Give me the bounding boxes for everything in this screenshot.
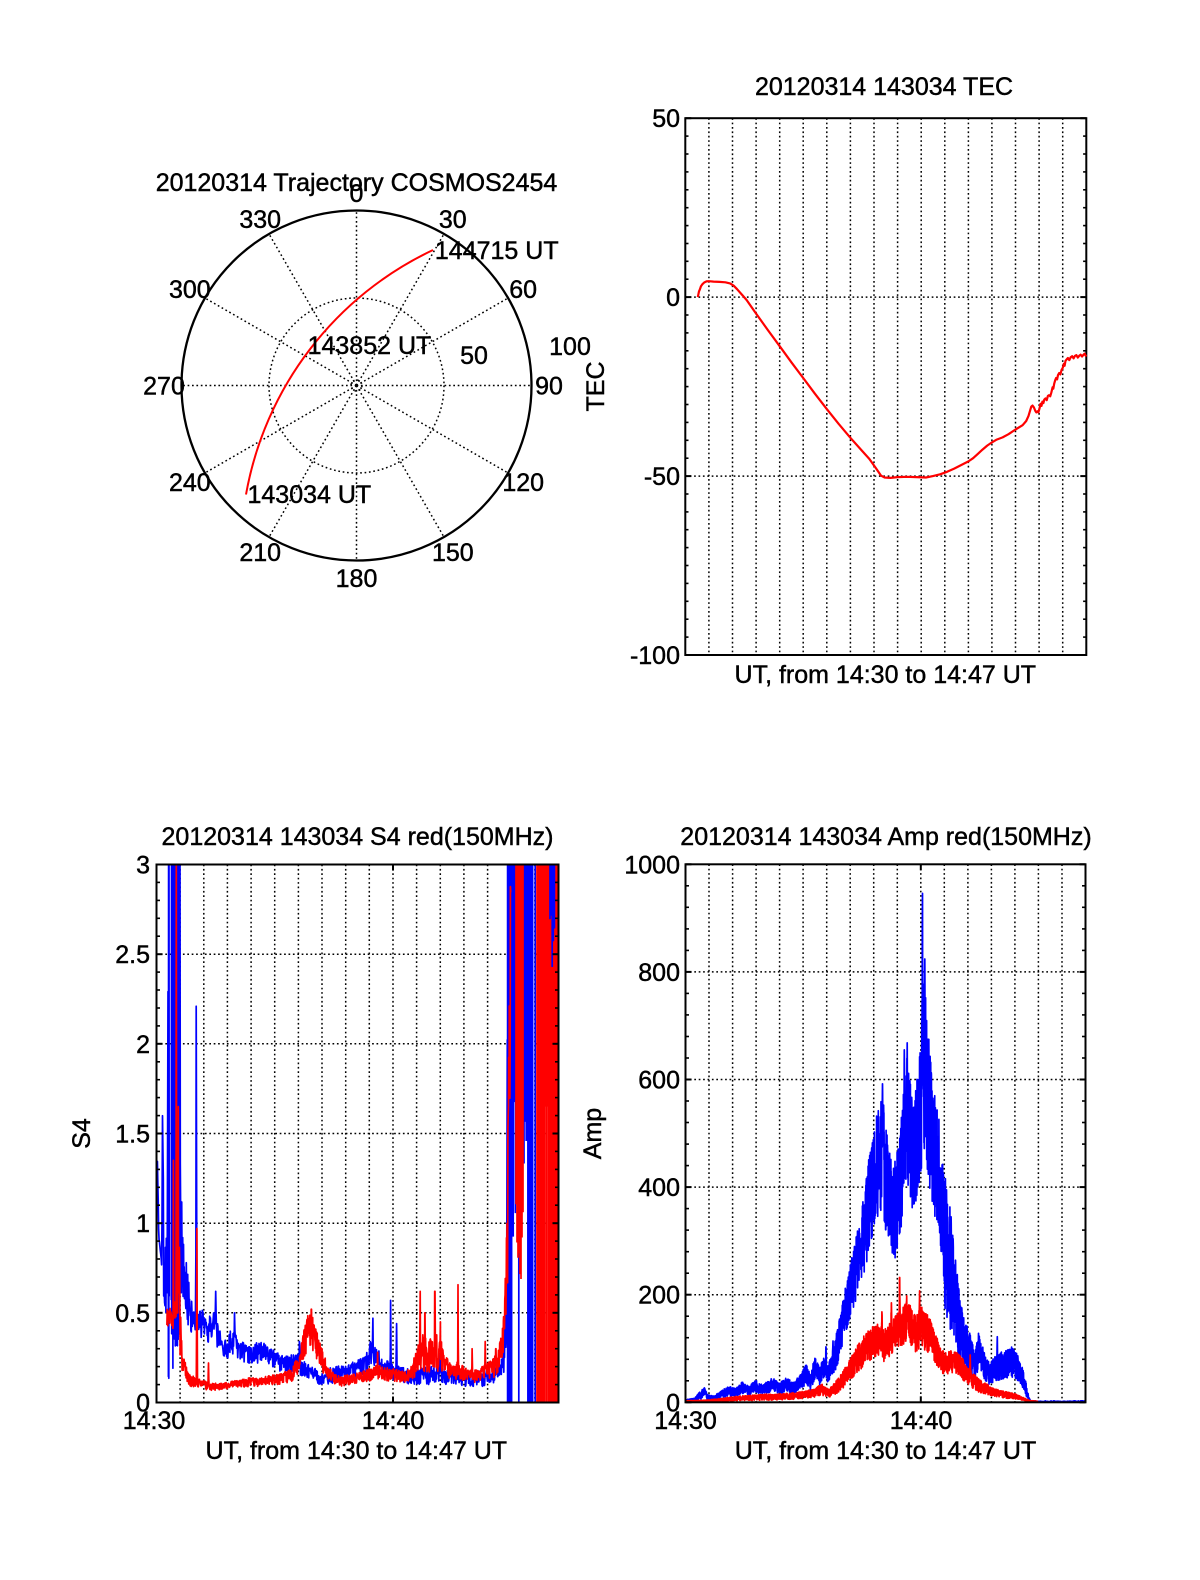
svg-text:14:40: 14:40 [362,1407,425,1435]
svg-text:20120314 143034 Amp red(150MHz: 20120314 143034 Amp red(150MHz) [680,823,1091,851]
svg-text:0: 0 [666,1389,680,1417]
svg-text:100: 100 [549,333,591,361]
svg-text:120: 120 [502,469,544,497]
svg-text:1.5: 1.5 [115,1121,150,1149]
svg-text:20120314 143034 TEC: 20120314 143034 TEC [755,73,1013,101]
svg-text:14:30: 14:30 [654,1407,717,1435]
svg-text:0: 0 [666,284,680,312]
svg-text:800: 800 [638,959,680,987]
svg-text:600: 600 [638,1067,680,1095]
svg-text:210: 210 [239,539,281,567]
svg-text:143034 UT: 143034 UT [248,481,372,509]
svg-text:14:30: 14:30 [123,1407,186,1435]
svg-text:300: 300 [169,276,211,304]
svg-text:240: 240 [169,469,211,497]
svg-text:UT, from 14:30 to 14:47 UT: UT, from 14:30 to 14:47 UT [206,1437,508,1465]
svg-text:0: 0 [136,1390,150,1418]
svg-text:400: 400 [638,1174,680,1202]
svg-text:150: 150 [432,539,474,567]
svg-text:30: 30 [439,206,467,234]
svg-text:50: 50 [460,342,488,370]
svg-text:270: 270 [143,373,185,401]
svg-text:0.5: 0.5 [115,1300,150,1328]
svg-text:143852 UT: 143852 UT [308,332,432,360]
svg-text:Amp: Amp [579,1108,607,1159]
svg-text:S4: S4 [68,1118,96,1149]
svg-text:180: 180 [336,565,378,593]
svg-text:14:40: 14:40 [890,1407,953,1435]
svg-text:-50: -50 [644,463,680,491]
svg-text:90: 90 [535,373,563,401]
svg-text:3: 3 [136,852,150,880]
svg-text:20120314 143034 S4 red(150MHz): 20120314 143034 S4 red(150MHz) [162,823,554,851]
svg-text:2.5: 2.5 [115,941,150,969]
svg-text:2: 2 [136,1031,150,1059]
svg-text:UT, from 14:30 to 14:47 UT: UT, from 14:30 to 14:47 UT [735,1437,1037,1465]
svg-text:330: 330 [239,206,281,234]
svg-text:200: 200 [638,1282,680,1310]
svg-text:1: 1 [136,1210,150,1238]
svg-text:50: 50 [652,105,680,133]
svg-text:1000: 1000 [624,851,680,879]
svg-text:20120314 Trajectory COSMOS2454: 20120314 Trajectory COSMOS2454 [156,169,558,197]
svg-text:TEC: TEC [582,362,610,412]
svg-text:-100: -100 [630,642,680,670]
svg-text:0: 0 [350,180,364,208]
svg-text:60: 60 [509,276,537,304]
svg-text:144715 UT: 144715 UT [435,237,559,265]
svg-text:UT, from 14:30 to 14:47 UT: UT, from 14:30 to 14:47 UT [735,661,1037,689]
